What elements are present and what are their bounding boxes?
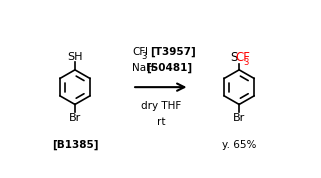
Text: [B1385]: [B1385] xyxy=(52,140,98,150)
Text: CF: CF xyxy=(236,51,250,64)
Text: S: S xyxy=(231,51,238,64)
Text: rt: rt xyxy=(157,117,165,127)
Text: SH: SH xyxy=(67,52,83,62)
Text: 3: 3 xyxy=(142,52,147,61)
Text: Br: Br xyxy=(69,113,81,123)
Text: Br: Br xyxy=(233,113,245,123)
Text: NaH: NaH xyxy=(132,63,157,74)
Text: [S0481]: [S0481] xyxy=(146,63,192,74)
Text: 3: 3 xyxy=(244,58,249,67)
Text: y. 65%: y. 65% xyxy=(222,140,256,150)
Text: CF: CF xyxy=(132,47,145,57)
Text: dry THF: dry THF xyxy=(141,101,181,111)
Text: [T3957]: [T3957] xyxy=(150,47,196,57)
Text: I: I xyxy=(145,47,152,57)
